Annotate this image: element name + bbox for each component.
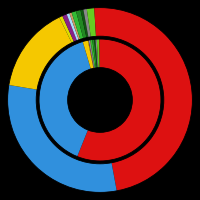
Wedge shape bbox=[83, 9, 91, 37]
Wedge shape bbox=[80, 9, 88, 38]
Wedge shape bbox=[62, 14, 77, 42]
Wedge shape bbox=[100, 8, 192, 191]
Wedge shape bbox=[83, 40, 93, 69]
Wedge shape bbox=[94, 39, 98, 68]
Wedge shape bbox=[88, 40, 94, 68]
Wedge shape bbox=[87, 8, 96, 37]
Wedge shape bbox=[77, 39, 161, 161]
Wedge shape bbox=[39, 42, 91, 157]
Wedge shape bbox=[88, 40, 94, 68]
Wedge shape bbox=[59, 16, 74, 43]
Wedge shape bbox=[92, 39, 97, 68]
Wedge shape bbox=[99, 39, 100, 68]
Wedge shape bbox=[9, 17, 72, 90]
Wedge shape bbox=[94, 8, 100, 36]
Wedge shape bbox=[90, 40, 95, 68]
Wedge shape bbox=[90, 40, 96, 68]
Wedge shape bbox=[76, 10, 86, 38]
Wedge shape bbox=[97, 39, 100, 68]
Wedge shape bbox=[71, 11, 83, 39]
Wedge shape bbox=[69, 12, 80, 40]
Wedge shape bbox=[89, 40, 95, 68]
Wedge shape bbox=[67, 13, 79, 41]
Wedge shape bbox=[8, 85, 117, 192]
Wedge shape bbox=[95, 39, 98, 68]
